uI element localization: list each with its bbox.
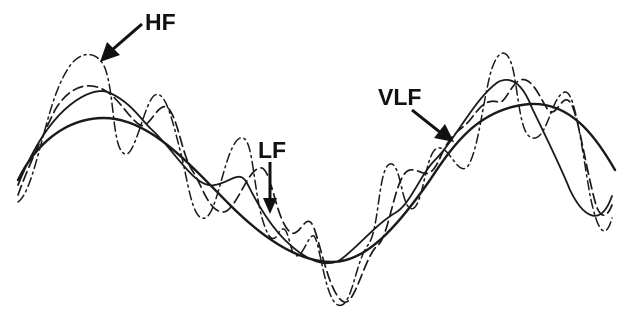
vlf-label: VLF xyxy=(378,84,421,110)
hf-arrow xyxy=(100,22,143,62)
vlf-arrow xyxy=(411,108,454,142)
hf-wave xyxy=(17,52,613,306)
lf-label: LF xyxy=(258,137,286,163)
lf-wave xyxy=(17,78,613,265)
mid-frequency-wave xyxy=(17,78,613,303)
hf-label: HF xyxy=(145,9,176,35)
lf-arrow xyxy=(263,162,277,214)
